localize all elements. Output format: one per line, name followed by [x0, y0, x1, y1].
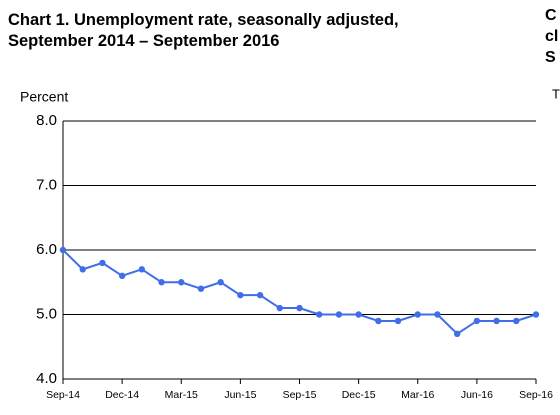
- point: [316, 311, 323, 318]
- point: [237, 291, 244, 299]
- x-tick-label: Sep-16: [519, 389, 553, 401]
- line: [62, 249, 537, 336]
- point: [296, 304, 303, 312]
- side-text: S: [545, 49, 556, 66]
- x-tick-label: Jun-15: [224, 389, 256, 401]
- point: [375, 317, 382, 325]
- y-tick-label: 6.0: [36, 241, 57, 258]
- y-tick-label: 7.0: [36, 176, 57, 193]
- point: [217, 279, 224, 286]
- point: [197, 285, 205, 292]
- x-tick-label: Dec-15: [342, 389, 376, 401]
- y-tick-label: 5.0: [36, 305, 57, 322]
- point: [99, 259, 106, 267]
- chart-title: Chart 1. Unemployment rate, seasonally a…: [8, 11, 399, 50]
- point: [158, 279, 165, 286]
- x-tick-label: Sep-14: [46, 389, 80, 401]
- x-tick-label: Jun-16: [461, 389, 493, 401]
- point: [178, 279, 185, 286]
- point: [434, 311, 441, 318]
- point: [276, 304, 283, 312]
- point: [394, 317, 402, 325]
- point: [493, 317, 500, 325]
- y-tick-label: 4.0: [36, 370, 57, 387]
- point: [79, 266, 86, 273]
- side-text: T: [552, 86, 560, 101]
- side-text: C: [545, 7, 557, 24]
- point: [513, 317, 520, 325]
- y-axis-label: Percent: [20, 89, 68, 105]
- point: [118, 272, 126, 279]
- x-tick-label: Sep-15: [283, 389, 317, 401]
- x-tick-label: Dec-14: [105, 389, 139, 401]
- side-text: cl: [545, 28, 558, 45]
- point: [473, 317, 481, 325]
- point: [532, 311, 540, 318]
- x-tick-label: Mar-16: [401, 389, 434, 401]
- point: [453, 330, 461, 338]
- x-tick-label: Mar-15: [165, 389, 198, 401]
- point: [335, 311, 343, 318]
- point: [256, 291, 264, 299]
- point: [138, 266, 146, 273]
- point: [59, 246, 67, 254]
- y-tick-label: 8.0: [36, 112, 57, 129]
- point: [355, 311, 362, 318]
- point: [414, 311, 421, 318]
